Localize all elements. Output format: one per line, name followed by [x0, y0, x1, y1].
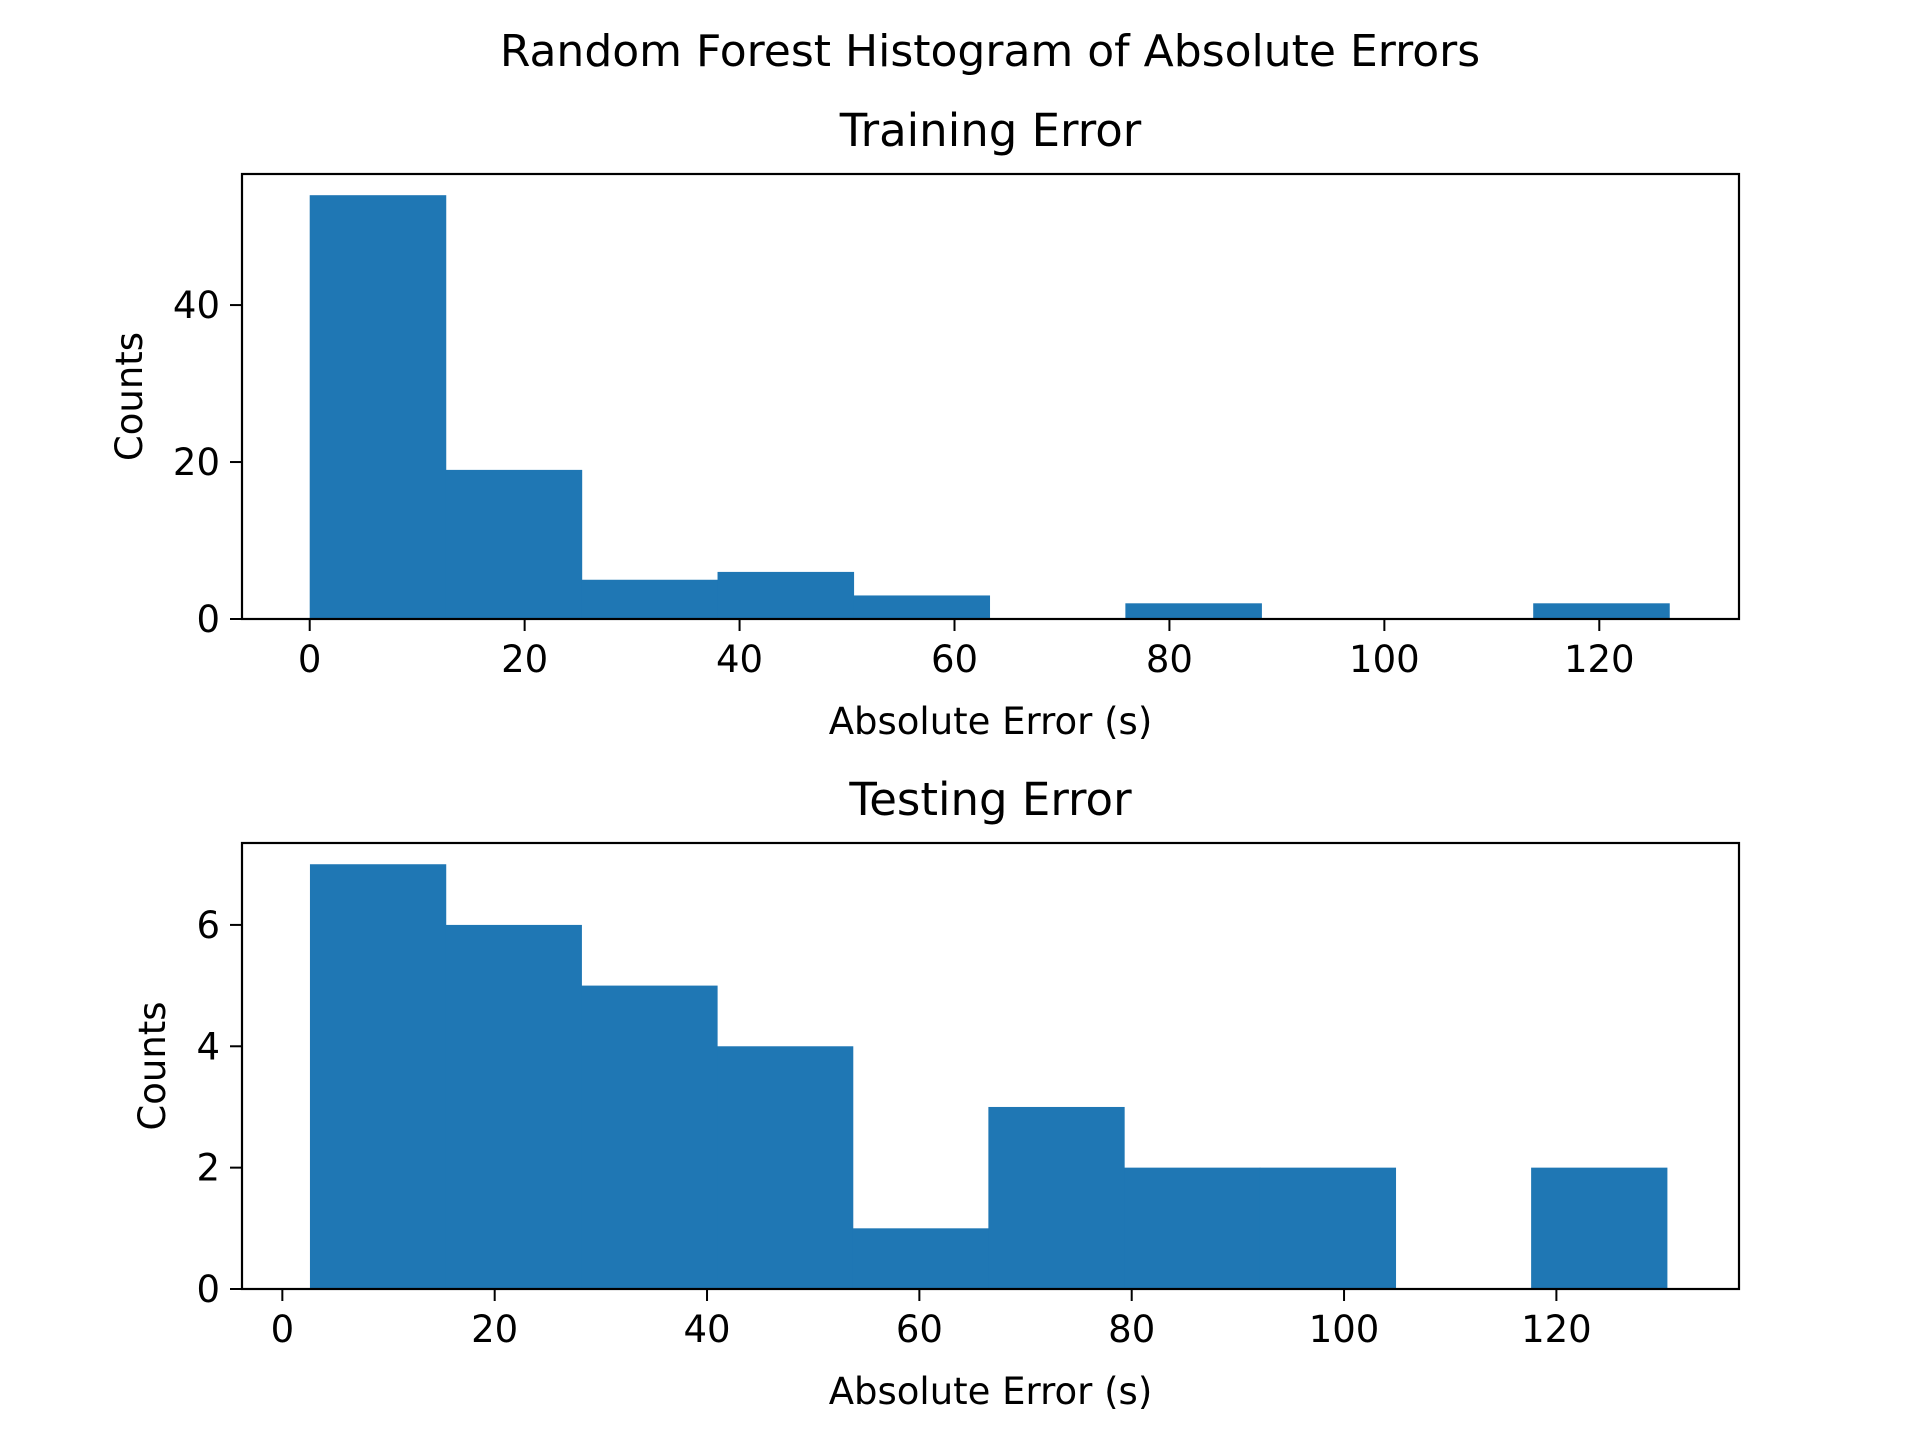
training-bar	[853, 595, 991, 619]
testing-bar	[309, 864, 447, 1289]
testing-bar	[717, 1046, 854, 1289]
testing-x-tick-label: 40	[683, 1308, 730, 1351]
testing-x-tick-label: 20	[471, 1308, 518, 1351]
testing-x-tick-label: 120	[1521, 1308, 1592, 1351]
training-x-tick-label: 0	[298, 638, 322, 681]
training-y-tick-label: 20	[173, 441, 220, 484]
training-bar	[717, 571, 855, 619]
training-bar	[1125, 603, 1262, 619]
training-bar	[581, 579, 719, 619]
training-x-tick-label: 120	[1564, 638, 1635, 681]
testing-bar	[852, 1228, 989, 1289]
training-error-panel: 0 20 40 60 80 100 120 0 20 40 Training Error Absolu…	[108, 104, 1741, 743]
testing-y-tick-label: 2	[196, 1147, 220, 1190]
testing-bar	[581, 985, 718, 1289]
testing-bar	[1124, 1167, 1261, 1289]
training-x-tick-label: 20	[501, 638, 548, 681]
testing-bar	[445, 924, 582, 1289]
training-bar	[309, 195, 447, 619]
testing-bar	[1531, 1167, 1668, 1289]
testing-bar	[988, 1106, 1125, 1289]
training-axes-title: Training Error	[839, 104, 1142, 157]
training-x-tick-label: 60	[931, 638, 978, 681]
testing-y-tick-label: 6	[196, 904, 220, 947]
training-x-tick-label: 100	[1349, 638, 1420, 681]
figure-suptitle: Random Forest Histogram of Absolute Erro…	[500, 26, 1480, 77]
testing-x-tick-label: 60	[896, 1308, 943, 1351]
training-y-tick-label: 0	[196, 598, 220, 641]
testing-y-tick-label: 4	[196, 1025, 220, 1068]
testing-x-tick-label: 100	[1309, 1308, 1380, 1351]
training-bar	[1533, 603, 1670, 619]
training-x-axis-label: Absolute Error (s)	[829, 700, 1153, 743]
testing-axes-frame	[240, 841, 1741, 1291]
testing-y-tick-label: 0	[196, 1268, 220, 1311]
testing-axes-title: Testing Error	[848, 773, 1132, 826]
testing-error-panel: 0 20 40 60 80 100 120 0 2 4 6 Testing Error Absolute…	[131, 773, 1741, 1413]
testing-x-axis-label: Absolute Error (s)	[829, 1370, 1153, 1413]
testing-x-tick-label: 0	[271, 1308, 295, 1351]
training-axes-frame	[240, 172, 1741, 621]
training-y-axis-label: Counts	[108, 332, 151, 461]
testing-y-axis-label: Counts	[131, 1001, 174, 1130]
testing-bar	[1259, 1167, 1397, 1289]
training-x-tick-label: 80	[1146, 638, 1193, 681]
training-bar	[445, 469, 583, 619]
training-x-tick-label: 40	[716, 638, 763, 681]
testing-x-tick-label: 80	[1108, 1308, 1155, 1351]
training-y-tick-label: 40	[173, 284, 220, 327]
